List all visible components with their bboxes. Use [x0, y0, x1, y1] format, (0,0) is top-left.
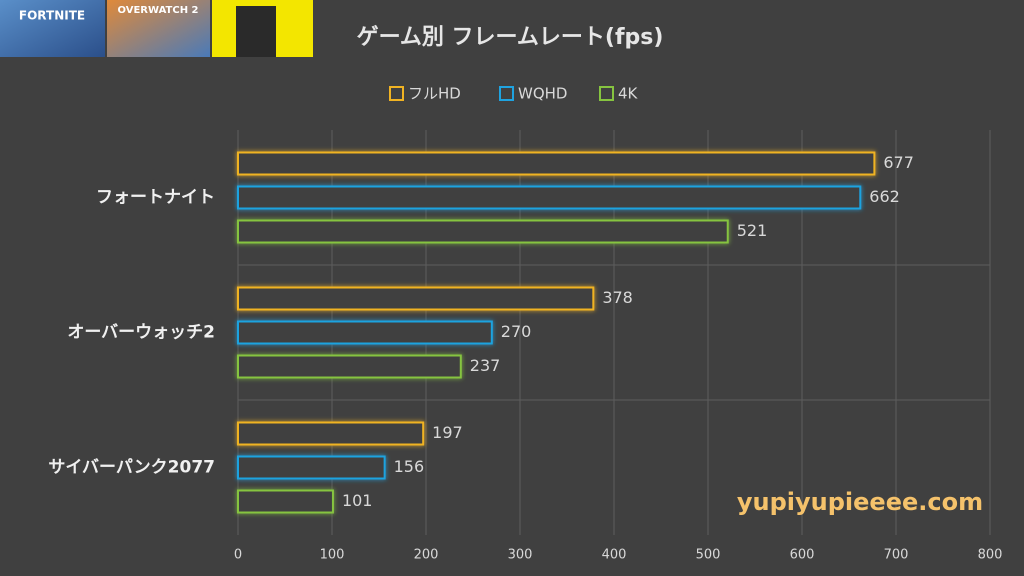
bar: [237, 286, 595, 311]
watermark: yupiyupieeee.com: [737, 488, 983, 516]
bar: [237, 320, 493, 345]
x-tick-label: 200: [414, 548, 439, 563]
legend-label: WQHD: [518, 85, 567, 103]
value-label: 197: [432, 423, 463, 442]
x-tick-label: 400: [602, 548, 627, 563]
banner-text: OVERWATCH 2: [117, 5, 198, 16]
chart-title: ゲーム別 フレームレート(fps): [357, 25, 664, 50]
bar: [237, 219, 729, 244]
bar: [237, 185, 862, 210]
x-tick-label: 0: [234, 548, 242, 563]
x-tick-label: 800: [978, 548, 1003, 563]
y-tick-label: オーバーウォッチ2: [67, 323, 215, 343]
value-label: 270: [501, 322, 532, 341]
bar: [237, 455, 386, 480]
value-label: 101: [342, 491, 373, 510]
thumbnail: [0, 0, 105, 57]
legend-label: フルHD: [408, 85, 461, 103]
legend-swatch: [389, 86, 404, 101]
bar: [237, 489, 334, 514]
value-label: 156: [394, 457, 425, 476]
bar: [237, 354, 462, 379]
banner-text: FORTNITE: [19, 9, 85, 23]
bar: [237, 151, 876, 176]
bar: [237, 421, 425, 446]
y-tick-label: フォートナイト: [96, 188, 215, 208]
x-tick-label: 100: [320, 548, 345, 563]
legend-label: 4K: [618, 85, 639, 103]
value-label: 662: [869, 187, 900, 206]
legend-swatch: [599, 86, 614, 101]
value-label: 378: [602, 288, 633, 307]
x-tick-label: 600: [790, 548, 815, 563]
x-tick-label: 300: [508, 548, 533, 563]
thumbnail: [107, 0, 210, 57]
value-label: 237: [470, 356, 501, 375]
legend-swatch: [499, 86, 514, 101]
thumbnail-figure: [236, 6, 276, 57]
y-tick-label: サイバーパンク2077: [48, 458, 215, 478]
x-tick-label: 700: [884, 548, 909, 563]
x-tick-label: 500: [696, 548, 721, 563]
value-label: 521: [737, 221, 768, 240]
value-label: 677: [883, 153, 914, 172]
